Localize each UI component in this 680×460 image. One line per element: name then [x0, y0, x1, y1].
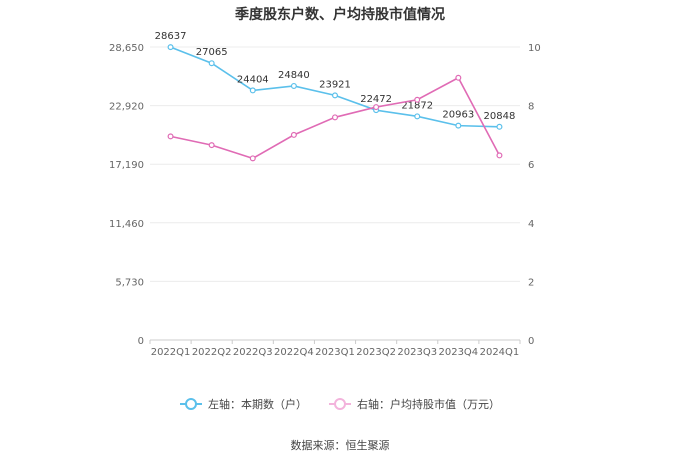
data-point — [456, 75, 461, 80]
x-tick-label: 2022Q4 — [274, 347, 314, 358]
y-right-tick-label: 10 — [528, 43, 541, 54]
legend-label-households: 左轴：本期数（户） — [208, 396, 307, 412]
y-right-tick-label: 8 — [528, 102, 534, 113]
x-tick-label: 2022Q1 — [151, 347, 191, 358]
x-tick-label: 2023Q3 — [397, 347, 437, 358]
x-tick-label: 2023Q1 — [315, 347, 355, 358]
legend-item-households[interactable]: 左轴：本期数（户） — [180, 396, 307, 412]
data-point — [333, 93, 338, 98]
x-tick-label: 2023Q2 — [356, 347, 396, 358]
legend-item-avg-holding-value[interactable]: 右轴：户均持股市值（万元） — [329, 396, 500, 412]
chart-title: 季度股东户数、户均持股市值情况 — [0, 4, 680, 24]
y-left-tick-label: 5,730 — [115, 277, 144, 288]
data-point — [415, 114, 420, 119]
legend-label-avg-holding-value: 右轴：户均持股市值（万元） — [357, 396, 500, 412]
data-source: 数据来源：恒生聚源 — [0, 437, 680, 453]
data-label: 23921 — [319, 79, 351, 90]
data-point — [456, 123, 461, 128]
data-point — [250, 88, 255, 93]
x-tick-label: 2024Q1 — [480, 347, 520, 358]
y-left-tick-label: 0 — [138, 336, 144, 347]
data-point — [333, 115, 338, 120]
y-left-tick-label: 17,190 — [109, 160, 144, 171]
data-label: 28637 — [155, 31, 187, 42]
y-left-tick-label: 11,460 — [109, 219, 144, 230]
data-point — [497, 124, 502, 129]
data-point — [415, 97, 420, 102]
data-point — [291, 84, 296, 89]
data-point — [168, 45, 173, 50]
legend-line-circle-icon — [180, 398, 202, 410]
data-label: 22472 — [360, 94, 392, 105]
data-point — [374, 105, 379, 110]
data-point — [209, 143, 214, 148]
data-label: 27065 — [196, 47, 228, 58]
data-label: 20848 — [484, 111, 516, 122]
x-tick-label: 2022Q3 — [233, 347, 273, 358]
data-point — [209, 61, 214, 66]
y-left-tick-label: 28,650 — [109, 43, 144, 54]
y-right-tick-label: 6 — [528, 160, 534, 171]
data-label: 20963 — [442, 110, 474, 121]
data-point — [291, 133, 296, 138]
data-point — [168, 134, 173, 139]
data-label: 24404 — [237, 74, 269, 85]
y-right-tick-label: 4 — [528, 219, 534, 230]
chart-legend: 左轴：本期数（户） 右轴：户均持股市值（万元） — [0, 396, 680, 412]
x-tick-label: 2023Q4 — [438, 347, 478, 358]
y-left-tick-label: 22,920 — [109, 102, 144, 113]
data-label: 24840 — [278, 70, 310, 81]
data-point — [497, 153, 502, 158]
y-right-tick-label: 2 — [528, 277, 534, 288]
x-tick-label: 2022Q2 — [192, 347, 232, 358]
legend-line-circle-icon — [329, 398, 351, 410]
y-right-tick-label: 0 — [528, 336, 534, 347]
data-point — [250, 156, 255, 161]
